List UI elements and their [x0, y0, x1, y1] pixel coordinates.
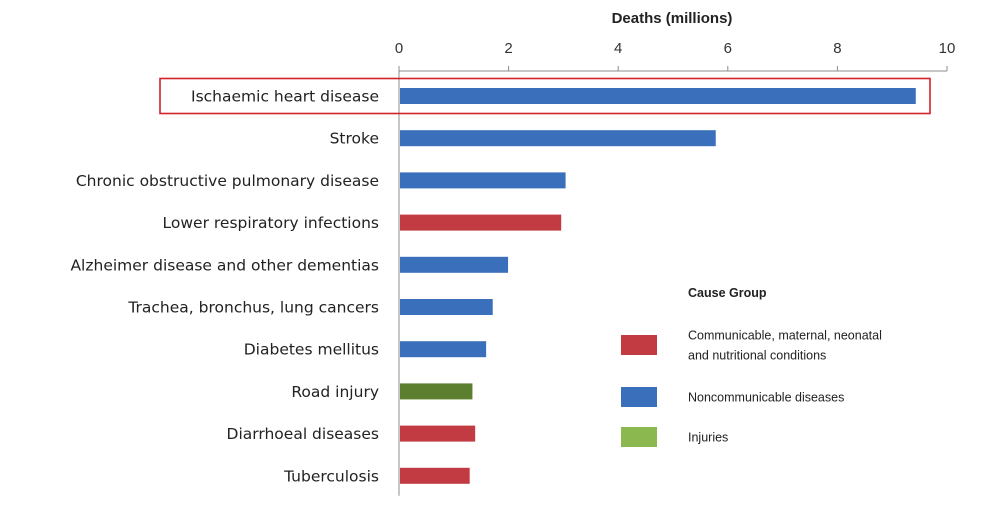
category-label: Stroke [330, 130, 379, 148]
bar [400, 256, 509, 273]
x-tick-label: 8 [833, 40, 841, 57]
category-label: Diabetes mellitus [244, 341, 379, 359]
x-tick-label: 2 [504, 40, 512, 57]
legend-label: Noncommunicable diseases [688, 391, 844, 405]
bars-group [159, 77, 931, 484]
bar [400, 425, 476, 442]
category-label: Ischaemic heart disease [191, 88, 379, 106]
category-label: Road injury [291, 383, 379, 401]
bar [400, 130, 716, 147]
legend-label: and nutritional conditions [688, 349, 826, 363]
bar [400, 341, 487, 358]
category-label: Diarrhoeal diseases [227, 425, 379, 443]
bar [400, 467, 470, 484]
bar [400, 383, 473, 400]
legend-label: Communicable, maternal, neonatal [688, 329, 882, 343]
bar [400, 299, 493, 315]
bar [400, 88, 916, 104]
x-tick-label: 6 [724, 40, 732, 57]
x-tick-label: 4 [614, 40, 622, 57]
legend-swatch [621, 387, 657, 407]
bar [400, 172, 566, 189]
category-label: Tuberculosis [283, 467, 379, 485]
x-tick-label: 10 [939, 40, 956, 57]
x-tick-label: 0 [395, 40, 403, 57]
legend-swatch [621, 427, 657, 447]
category-label: Lower respiratory infections [163, 214, 379, 232]
category-label: Trachea, bronchus, lung cancers [127, 299, 379, 317]
category-labels: Ischaemic heart disease Stroke Chronic obs… [70, 88, 379, 486]
legend: Cause Group Communicable, maternal, neon… [621, 286, 882, 447]
category-label: Chronic obstructive pulmonary disease [76, 172, 379, 190]
category-label: Alzheimer disease and other dementias [70, 256, 379, 274]
legend-title: Cause Group [688, 286, 767, 300]
bar [400, 214, 562, 231]
legend-label: Injuries [688, 431, 728, 445]
x-axis-title: Deaths (millions) [612, 10, 733, 27]
legend-swatch [621, 335, 657, 355]
x-axis: 0 2 4 6 8 10 [395, 40, 956, 496]
highlight-box [159, 77, 931, 115]
